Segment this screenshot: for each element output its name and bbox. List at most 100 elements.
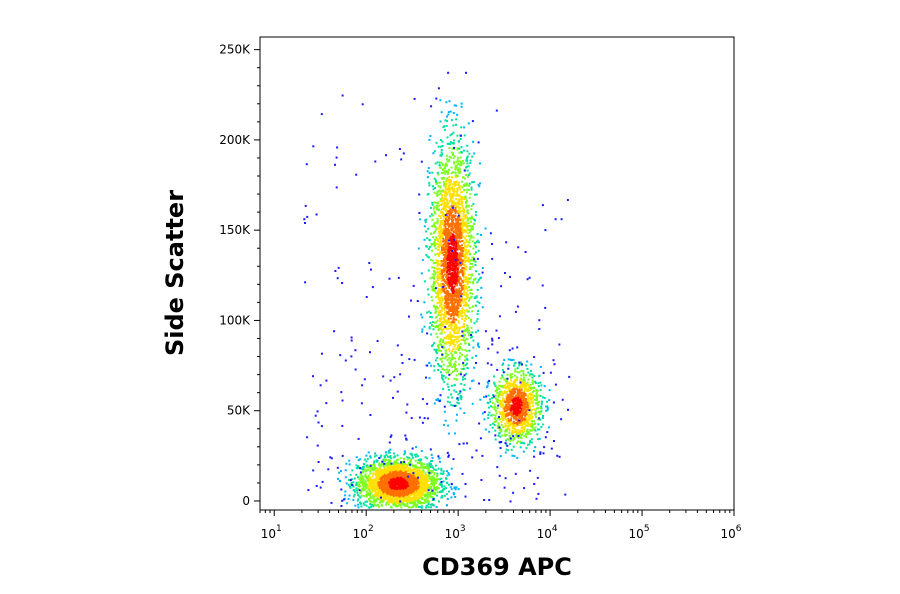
event-dot — [437, 283, 440, 286]
event-dot — [461, 160, 464, 162]
event-dot — [455, 328, 458, 331]
event-dot — [434, 238, 437, 241]
event-dot — [448, 268, 451, 271]
event-dot — [443, 346, 446, 349]
event-dot — [429, 277, 432, 280]
event-dot — [430, 213, 433, 216]
event-dot — [442, 197, 445, 200]
event-dot — [454, 228, 457, 231]
event-dot — [407, 473, 410, 476]
event-dot — [471, 331, 474, 334]
event-dot — [445, 349, 448, 352]
event-dot — [404, 493, 407, 496]
event-dot — [439, 304, 442, 307]
event-dot — [368, 477, 371, 480]
event-dot — [429, 488, 432, 491]
event-dot — [444, 221, 447, 224]
event-dot — [414, 487, 416, 490]
event-dot — [403, 462, 406, 465]
event-dot — [376, 480, 378, 482]
event-dot — [425, 245, 427, 248]
event-dot — [421, 259, 424, 262]
event-dot — [448, 473, 451, 476]
event-dot — [412, 477, 415, 480]
event-dot — [439, 491, 442, 493]
event-dot — [345, 482, 348, 485]
event-dot — [467, 256, 470, 259]
event-dot — [445, 264, 448, 267]
event-dot — [387, 461, 390, 464]
event-dot — [430, 478, 432, 481]
event-dot — [430, 453, 433, 456]
event-dot — [473, 253, 476, 256]
event-dot — [388, 462, 391, 465]
event-dot — [453, 162, 456, 165]
event-dot — [436, 352, 439, 355]
event-dot — [391, 471, 394, 474]
event-dot — [344, 469, 347, 472]
event-dot — [398, 470, 401, 473]
event-dot — [453, 253, 455, 256]
event-dot — [421, 497, 424, 499]
event-dot — [416, 492, 419, 495]
event-dot — [465, 222, 468, 225]
event-dot — [476, 318, 479, 321]
event-dot — [434, 247, 437, 250]
event-dot — [406, 496, 409, 498]
event-dot — [390, 483, 393, 486]
event-dot — [367, 494, 370, 497]
event-dot — [386, 496, 389, 499]
event-dot — [425, 506, 427, 509]
event-dot — [370, 468, 373, 471]
event-dot — [372, 478, 375, 481]
event-dot — [454, 488, 457, 491]
event-dot — [374, 500, 376, 503]
event-dot — [419, 458, 422, 461]
event-dot — [451, 186, 453, 189]
event-dot — [441, 283, 444, 286]
event-dot — [438, 328, 441, 331]
event-dot — [477, 310, 479, 313]
event-dot — [453, 225, 456, 228]
event-dot — [392, 485, 395, 488]
event-dot — [327, 468, 330, 471]
event-dot — [409, 492, 412, 495]
event-dot — [372, 496, 375, 499]
event-dot — [452, 194, 455, 197]
event-dot — [463, 223, 466, 225]
event-dot — [468, 334, 471, 337]
event-dot — [451, 289, 454, 292]
event-dot — [478, 345, 481, 348]
event-dot — [458, 443, 461, 446]
event-dot — [392, 477, 395, 480]
event-dot — [455, 248, 458, 251]
event-dot — [404, 466, 407, 469]
event-dot — [385, 475, 388, 478]
event-dot — [383, 474, 385, 477]
event-dot — [392, 467, 395, 470]
event-dot — [347, 497, 350, 500]
event-dot — [465, 304, 468, 307]
event-dot — [355, 473, 358, 476]
event-dot — [374, 452, 377, 455]
event-dot — [427, 248, 430, 251]
event-dot — [454, 344, 457, 347]
event-dot — [439, 269, 442, 272]
event-dot — [372, 469, 375, 472]
event-dot — [454, 190, 457, 193]
event-dot — [436, 276, 439, 279]
event-dot — [453, 184, 456, 187]
event-dot — [406, 481, 409, 484]
event-dot — [471, 155, 474, 158]
event-dot — [387, 464, 390, 466]
event-dot — [478, 185, 481, 188]
event-dot — [471, 181, 474, 184]
event-dot — [437, 193, 440, 196]
event-dot — [403, 479, 406, 482]
event-dot — [467, 174, 470, 176]
event-dot — [357, 481, 360, 484]
event-dot — [427, 502, 430, 505]
event-dot — [427, 193, 430, 196]
event-dot — [449, 362, 451, 365]
